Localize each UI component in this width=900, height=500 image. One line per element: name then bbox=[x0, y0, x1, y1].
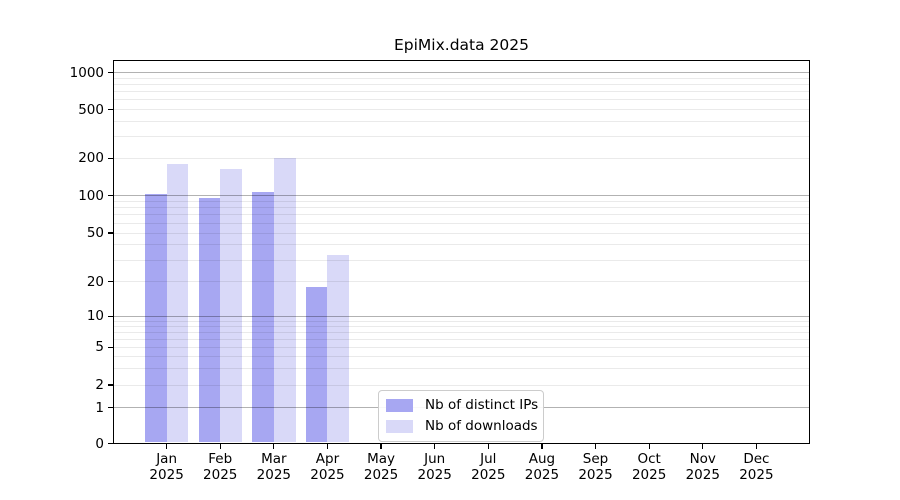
grid-layer bbox=[113, 60, 810, 444]
y-tick-mark bbox=[108, 407, 113, 409]
gridline-minor bbox=[113, 331, 810, 333]
gridline-minor bbox=[113, 281, 810, 283]
chart-title: EpiMix.data 2025 bbox=[393, 36, 529, 54]
y-tick-mark bbox=[108, 442, 113, 445]
y-tick-mark bbox=[108, 157, 113, 159]
gridline-minor bbox=[113, 320, 810, 322]
y-tick-label: 10 bbox=[86, 308, 104, 325]
gridline-minor bbox=[113, 84, 810, 86]
bar-downloads bbox=[327, 255, 350, 443]
x-tick-label: Jun 2025 bbox=[417, 450, 452, 484]
y-tick-label: 0 bbox=[95, 435, 104, 452]
bar-distinct-ips bbox=[252, 192, 274, 443]
y-tick-mark bbox=[108, 232, 113, 234]
y-tick-mark bbox=[108, 346, 113, 348]
gridline-minor bbox=[113, 91, 810, 93]
x-tick-mark bbox=[648, 443, 650, 449]
x-tick-mark bbox=[165, 443, 168, 449]
legend-label: Nb of distinct IPs bbox=[425, 397, 539, 413]
x-tick-mark bbox=[755, 443, 758, 449]
y-tick-label: 500 bbox=[78, 101, 104, 118]
gridline-minor bbox=[113, 120, 810, 122]
x-tick-mark bbox=[273, 443, 275, 449]
x-tick-label: Sep 2025 bbox=[578, 450, 613, 484]
gridline-minor bbox=[113, 222, 810, 224]
gridline-minor bbox=[113, 355, 810, 357]
y-tick-mark bbox=[108, 72, 113, 74]
gridline-minor bbox=[113, 207, 810, 209]
gridline-minor bbox=[113, 232, 810, 234]
y-tick-mark bbox=[108, 108, 113, 111]
bar-distinct-ips bbox=[144, 194, 167, 443]
gridline-minor bbox=[113, 384, 810, 386]
x-tick-label: Mar 2025 bbox=[256, 450, 292, 484]
bar-downloads bbox=[166, 163, 189, 443]
x-tick-mark bbox=[702, 443, 704, 449]
y-tick-mark bbox=[108, 384, 113, 386]
gridline-minor bbox=[113, 200, 810, 202]
bar-downloads bbox=[220, 168, 242, 443]
x-tick-label: Apr 2025 bbox=[310, 450, 345, 484]
gridline-major bbox=[113, 72, 810, 74]
x-tick-mark bbox=[326, 443, 329, 449]
legend-row: Nb of distinct IPs bbox=[386, 397, 539, 414]
x-tick-label: May 2025 bbox=[363, 450, 399, 484]
legend-row: Nb of downloads bbox=[386, 418, 538, 435]
gridline-major bbox=[113, 195, 810, 197]
x-tick-mark bbox=[434, 443, 436, 449]
x-tick-label: Jan 2025 bbox=[149, 450, 184, 484]
y-tick-mark bbox=[108, 315, 113, 317]
x-tick-mark bbox=[541, 443, 543, 449]
gridline-minor bbox=[113, 367, 810, 369]
gridline-minor bbox=[113, 346, 810, 348]
x-tick-label: Jul 2025 bbox=[471, 450, 506, 484]
y-tick-label: 20 bbox=[86, 273, 104, 290]
gridline-minor bbox=[113, 325, 810, 327]
legend: Nb of distinct IPs Nb of downloads bbox=[378, 389, 544, 442]
bar-downloads bbox=[273, 158, 296, 443]
gridline-minor bbox=[113, 136, 810, 138]
y-tick-label: 5 bbox=[95, 339, 104, 356]
x-tick-label: Feb 2025 bbox=[203, 450, 238, 484]
legend-swatch bbox=[386, 419, 413, 433]
gridline-major bbox=[113, 315, 810, 317]
gridline-minor bbox=[113, 77, 810, 79]
y-tick-label: 50 bbox=[86, 225, 104, 241]
gridline-minor bbox=[113, 338, 810, 340]
bars-layer bbox=[113, 60, 810, 444]
x-tick-mark bbox=[380, 443, 382, 449]
y-tick-mark bbox=[108, 281, 113, 283]
y-tick-mark bbox=[108, 195, 113, 197]
x-tick-label: Nov 2025 bbox=[685, 450, 720, 484]
x-tick-label: Oct 2025 bbox=[631, 450, 667, 484]
y-tick-label: 1000 bbox=[69, 64, 104, 81]
y-tick-label: 100 bbox=[78, 187, 104, 204]
y-tick-label: 200 bbox=[78, 150, 104, 167]
gridline-minor bbox=[113, 259, 810, 261]
y-tick-label: 1 bbox=[95, 399, 104, 416]
gridline-minor bbox=[113, 109, 810, 110]
x-tick-label: Dec 2025 bbox=[739, 450, 774, 484]
plot-area: Nb of distinct IPs Nb of downloads bbox=[113, 59, 810, 444]
x-tick-mark bbox=[487, 443, 489, 449]
y-tick-label: 2 bbox=[95, 377, 104, 393]
legend-label: Nb of downloads bbox=[425, 418, 538, 434]
gridline-minor bbox=[113, 99, 810, 101]
bar-distinct-ips bbox=[198, 198, 221, 443]
x-tick-mark bbox=[594, 443, 597, 449]
legend-swatch bbox=[386, 398, 413, 412]
gridline-minor bbox=[113, 214, 810, 216]
x-tick-label: Aug 2025 bbox=[524, 450, 560, 484]
gridline-minor bbox=[113, 157, 810, 159]
x-tick-mark bbox=[219, 443, 221, 449]
bar-distinct-ips bbox=[305, 286, 328, 443]
gridline-minor bbox=[113, 244, 810, 246]
